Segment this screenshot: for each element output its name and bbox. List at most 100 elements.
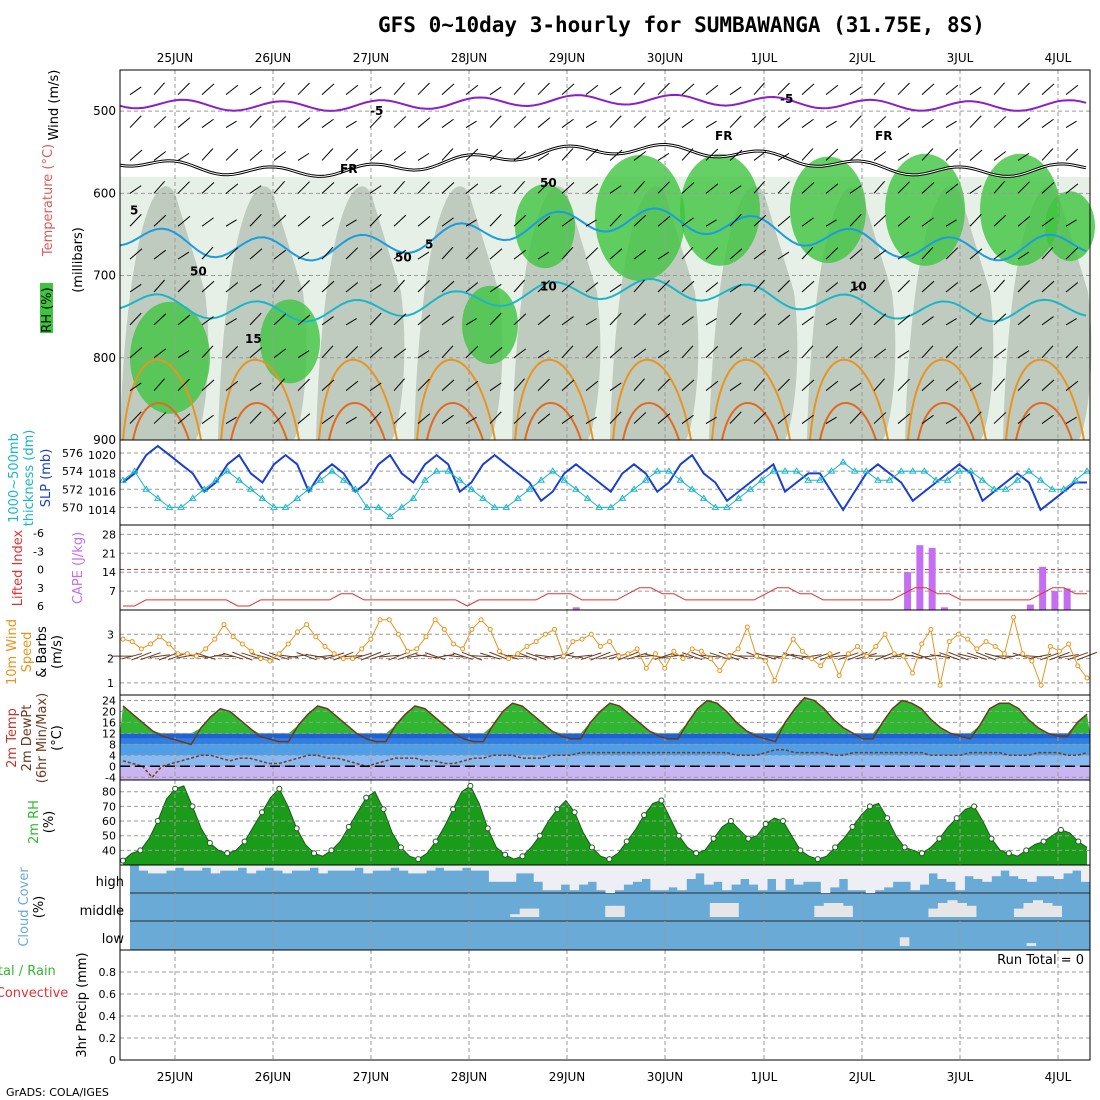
wind-barb-10m xyxy=(388,651,409,661)
wind-barb xyxy=(177,181,190,194)
cloud-high-bar xyxy=(892,865,903,882)
wind-speed-point xyxy=(138,646,144,652)
wind-barb-10m xyxy=(975,651,997,661)
wind-barb xyxy=(489,347,503,359)
wind-barb xyxy=(897,413,911,424)
wind-barb xyxy=(585,84,599,96)
rh-point xyxy=(120,857,126,864)
cloud-high-bar xyxy=(1018,865,1028,879)
wind-barb xyxy=(1041,148,1054,161)
legend-convective: Convective xyxy=(0,986,68,1001)
rh-point xyxy=(467,782,474,789)
temp-tick: 12 xyxy=(102,727,116,740)
date-label-bottom: 4JUL xyxy=(1045,1070,1072,1084)
wind-barb xyxy=(297,152,310,161)
thickness-marker xyxy=(212,476,220,483)
rh-point xyxy=(172,785,179,792)
rh-point xyxy=(1005,850,1012,857)
wind-barb xyxy=(225,120,237,128)
wind-speed-point xyxy=(809,656,815,662)
wind-barb xyxy=(969,149,983,161)
cloud-middle-bar xyxy=(1013,908,1024,917)
wind-barb xyxy=(753,82,765,95)
wind-speed-point xyxy=(506,656,512,662)
cloud-high-bar xyxy=(910,865,921,891)
wind-speed-point xyxy=(882,631,888,637)
wind-barb xyxy=(249,312,262,326)
wind-barb xyxy=(513,378,525,391)
precip-tick: 0.6 xyxy=(99,988,117,1001)
contour-label: 5 xyxy=(130,204,138,218)
cloud-middle-bar xyxy=(956,903,967,917)
wind-barb xyxy=(945,318,957,326)
date-label-top: 30JUN xyxy=(647,51,684,65)
cloud-high-bar xyxy=(578,865,589,885)
rh-fill-band xyxy=(123,785,1087,865)
wind-barb-10m xyxy=(939,652,960,661)
wind-barb-10m xyxy=(911,651,932,661)
temp-contour-15 xyxy=(122,358,202,441)
temp-contour-15 xyxy=(612,358,692,441)
rh-tick: 50 xyxy=(102,830,116,843)
cloud-high-bar xyxy=(515,865,526,874)
wind-barb xyxy=(321,148,334,161)
cloud-high-bar xyxy=(147,865,158,874)
wind-barb-10m xyxy=(737,655,758,657)
wind-speed-point xyxy=(313,634,319,640)
wind-barb-10m xyxy=(314,654,336,658)
wind-barb xyxy=(321,118,334,128)
wind-barb-10m xyxy=(213,655,235,658)
cloud-high-bar xyxy=(767,865,777,879)
wind-barb xyxy=(537,314,551,326)
wind-speed-point xyxy=(1038,682,1044,688)
wind-barb-10m xyxy=(480,652,501,660)
wind-barb xyxy=(393,181,405,194)
rh-point xyxy=(623,838,630,845)
wind-speed-point xyxy=(249,648,255,654)
temp-contour-20 xyxy=(1015,402,1073,441)
rh-region-grey xyxy=(414,186,503,440)
cloud-high-bar xyxy=(973,865,983,879)
slp-tick: 1018 xyxy=(88,467,116,480)
cloud-high-bar xyxy=(928,865,938,874)
wind-barb xyxy=(129,248,143,260)
cloud-high-bar xyxy=(901,865,912,882)
axis-label-wind10m: Speed xyxy=(20,632,35,673)
wind-barb-10m xyxy=(626,652,648,660)
wind-barb xyxy=(921,280,935,293)
wind-speed-point xyxy=(643,665,649,671)
wind-barb xyxy=(753,412,767,424)
wind-barb xyxy=(585,219,597,227)
wind-speed-point xyxy=(478,617,484,623)
wind-barb-10m xyxy=(571,654,593,658)
wind-barb xyxy=(273,214,287,227)
wind-speed-point xyxy=(625,651,631,657)
temp-contour-5 xyxy=(119,207,1087,262)
cloud-high-bar xyxy=(354,865,364,868)
wind-barb xyxy=(945,84,959,96)
wind-barb xyxy=(441,414,454,424)
rh-point xyxy=(953,815,960,822)
cloud-high-bar xyxy=(1045,865,1055,877)
cloud-high-bar xyxy=(408,865,418,874)
wind-speed-point xyxy=(753,653,759,659)
rh-point xyxy=(432,838,439,845)
wind-speed-point xyxy=(340,656,346,662)
wind-barb xyxy=(801,379,815,392)
rh-point xyxy=(641,812,648,819)
rh-point xyxy=(658,797,665,804)
wind-barb xyxy=(609,86,622,96)
precip-tick: 0.8 xyxy=(99,966,117,979)
wind-barb xyxy=(417,413,431,424)
wind-barb xyxy=(681,246,694,260)
wind-barb xyxy=(393,279,405,293)
wind-barb xyxy=(633,412,647,424)
thickness-marker xyxy=(932,476,940,483)
wind-barb xyxy=(729,312,742,326)
wind-speed-point xyxy=(157,634,163,640)
cloud-high-bar xyxy=(632,865,642,882)
wind-barb xyxy=(657,82,670,96)
wind-barb xyxy=(249,347,263,359)
cape-tick: 7 xyxy=(109,585,116,598)
